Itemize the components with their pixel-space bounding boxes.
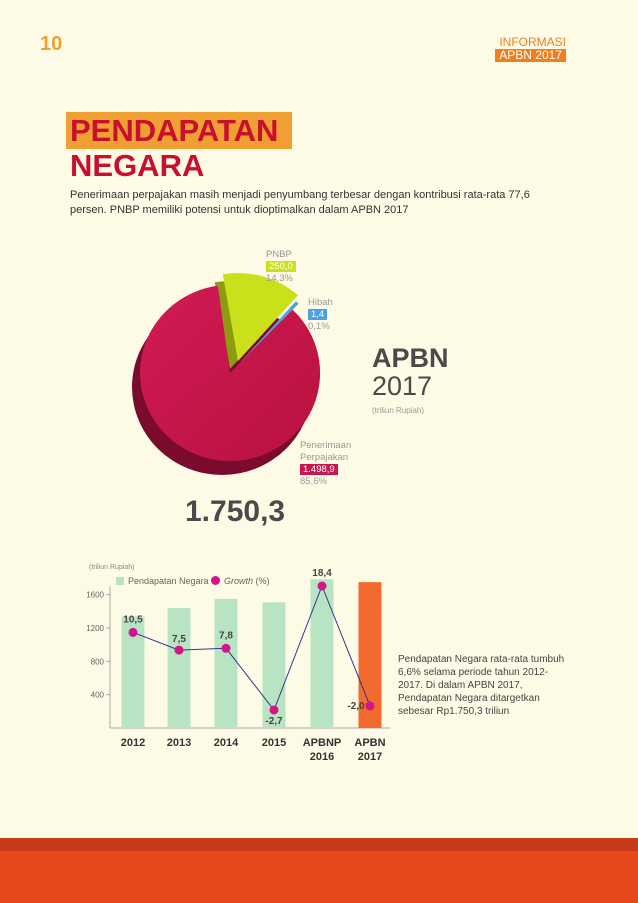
pie-slice-pnbp	[222, 273, 298, 361]
legend-line-label: Growth	[224, 576, 254, 586]
legend-line-marker	[211, 576, 220, 585]
x-tick-label: 2013	[167, 737, 191, 749]
bar-0	[121, 616, 145, 728]
y-tick-label: 1200	[86, 624, 104, 633]
legend-bar: Pendapatan Negara	[116, 576, 209, 586]
pie-label-hibah-value: 1,4	[308, 309, 328, 320]
pie-label-pajak-value: 1.498,9	[300, 464, 338, 475]
footer-band	[0, 838, 638, 903]
header-tag-line1: INFORMASI	[499, 35, 566, 49]
pie-heading-line1: APBN	[372, 343, 449, 373]
growth-label-0: 10,5	[123, 614, 143, 625]
x-tick-label: 2012	[121, 737, 145, 749]
pie-label-hibah-share: 0,1%	[308, 321, 330, 332]
pie-label-pajak-name2: Perpajakan	[300, 452, 349, 463]
page-title: PENDAPATAN NEGARA	[66, 112, 293, 183]
growth-point-0	[128, 627, 138, 637]
pie-label-pnbp-value: 250,0	[266, 261, 296, 272]
growth-point-5	[365, 701, 375, 711]
page-number: 10	[40, 33, 63, 55]
growth-point-1	[174, 645, 184, 655]
legend-bar-label: Pendapatan Negara	[128, 576, 209, 586]
growth-line	[132, 584, 371, 712]
bar-2	[214, 598, 238, 728]
bar-3	[262, 602, 286, 728]
bar-chart-unit: (triliun Rupiah)	[89, 564, 135, 571]
pie-label-hibah-name: Hibah	[308, 297, 333, 308]
pie-chart	[132, 273, 321, 475]
x-tick-label: 2016	[310, 751, 334, 763]
pie-unit: (triliun Rupiah)	[372, 406, 425, 415]
x-tick-label: 2015	[262, 737, 286, 749]
growth-label-2: 7,8	[219, 630, 233, 641]
pie-slice-pajak	[140, 285, 321, 461]
chart-note: Pendapatan Negara rata-rata tumbuh 6,6% …	[398, 654, 565, 717]
growth-point-2	[221, 643, 231, 653]
x-tick-label: APBNP	[303, 737, 342, 749]
header-tag-line2: APBN 2017	[495, 49, 566, 62]
bar-1	[167, 608, 191, 728]
growth-label-5: -2,0	[347, 701, 365, 712]
pie-label-pajak: Penerimaan Perpajakan 1.498,9 85,6%	[300, 440, 351, 488]
intro-text: Penerimaan perpajakan masih menjadi peny…	[70, 189, 530, 216]
legend-bar-swatch	[116, 577, 124, 585]
pie-heading: APBN 2017 (triliun Rupiah)	[372, 343, 449, 416]
legend-line: Growth (%)	[211, 576, 270, 586]
header-tag: INFORMASI APBN 2017	[495, 36, 566, 62]
pie-label-pnbp-share: 14,3%	[266, 273, 293, 284]
pie-heading-line2: 2017	[372, 371, 433, 401]
x-tick-label: APBN	[354, 737, 385, 749]
pie-label-pnbp-name: PNBP	[266, 249, 292, 260]
legend-line-suffix: (%)	[253, 576, 270, 586]
x-tick-label: 2017	[358, 751, 382, 763]
title-line2: NEGARA	[70, 148, 205, 183]
pie-label-hibah: Hibah 1,4 0,1%	[308, 297, 333, 333]
growth-label-4: 18,4	[312, 568, 332, 579]
pie-label-pajak-name: Penerimaan	[300, 440, 352, 451]
y-tick-label: 1600	[86, 591, 104, 600]
pie-slice-hibah	[236, 301, 299, 367]
pie-label-pnbp: PNBP 250,0 14,3%	[266, 249, 296, 285]
y-tick-label: 800	[91, 657, 105, 666]
pie-total: 1.750,3	[185, 495, 286, 528]
growth-label-3: -2,7	[265, 716, 283, 727]
title-line1: PENDAPATAN	[66, 112, 293, 149]
bar-chart: 400 800 1200 1600 2012 2013 2014 2015 APBNP 2016…	[86, 568, 390, 763]
growth-label-1: 7,5	[172, 634, 186, 645]
growth-point-3	[269, 705, 279, 715]
footer-stripe	[0, 838, 638, 851]
x-tick-label: 2014	[214, 737, 239, 749]
pie-label-pajak-share: 85,6%	[300, 476, 327, 487]
bar-4	[310, 579, 334, 728]
y-tick-label: 400	[91, 691, 105, 700]
growth-point-4	[317, 581, 327, 591]
